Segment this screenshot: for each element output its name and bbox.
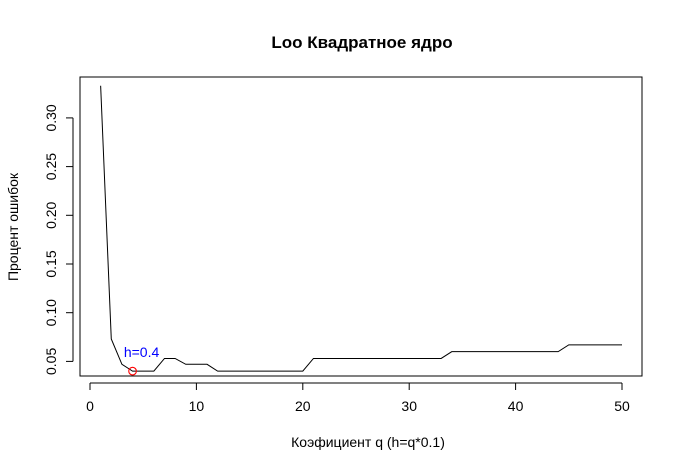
y-tick-label: 0.05 [43, 348, 59, 375]
y-tick-label: 0.25 [43, 153, 59, 180]
x-tick-label: 50 [614, 398, 630, 414]
y-tick-label: 0.20 [43, 201, 59, 228]
highlight-label: h=0.4 [124, 344, 160, 360]
y-tick-label: 0.10 [43, 299, 59, 326]
x-tick-label: 40 [508, 398, 524, 414]
x-tick-label: 30 [401, 398, 417, 414]
series-line [100, 85, 622, 372]
x-tick-label: 20 [295, 398, 311, 414]
y-axis-label: Процент ошибок [5, 172, 21, 281]
chart-title: Loo Квадратное ядро [271, 33, 452, 52]
x-tick-label: 0 [86, 398, 94, 414]
x-axis-label: Коэфициент q (h=q*0.1) [291, 434, 445, 450]
highlight-point [128, 366, 137, 376]
plot-frame [79, 76, 643, 377]
chart-marks: 0 10 20 30 40 50 0.05 0.10 0.15 0.20 0.25 0.30 h=0.4 [43, 85, 630, 414]
x-tick-label: 10 [189, 398, 205, 414]
y-tick-label: 0.15 [43, 250, 59, 277]
y-tick-label: 0.30 [43, 104, 59, 131]
